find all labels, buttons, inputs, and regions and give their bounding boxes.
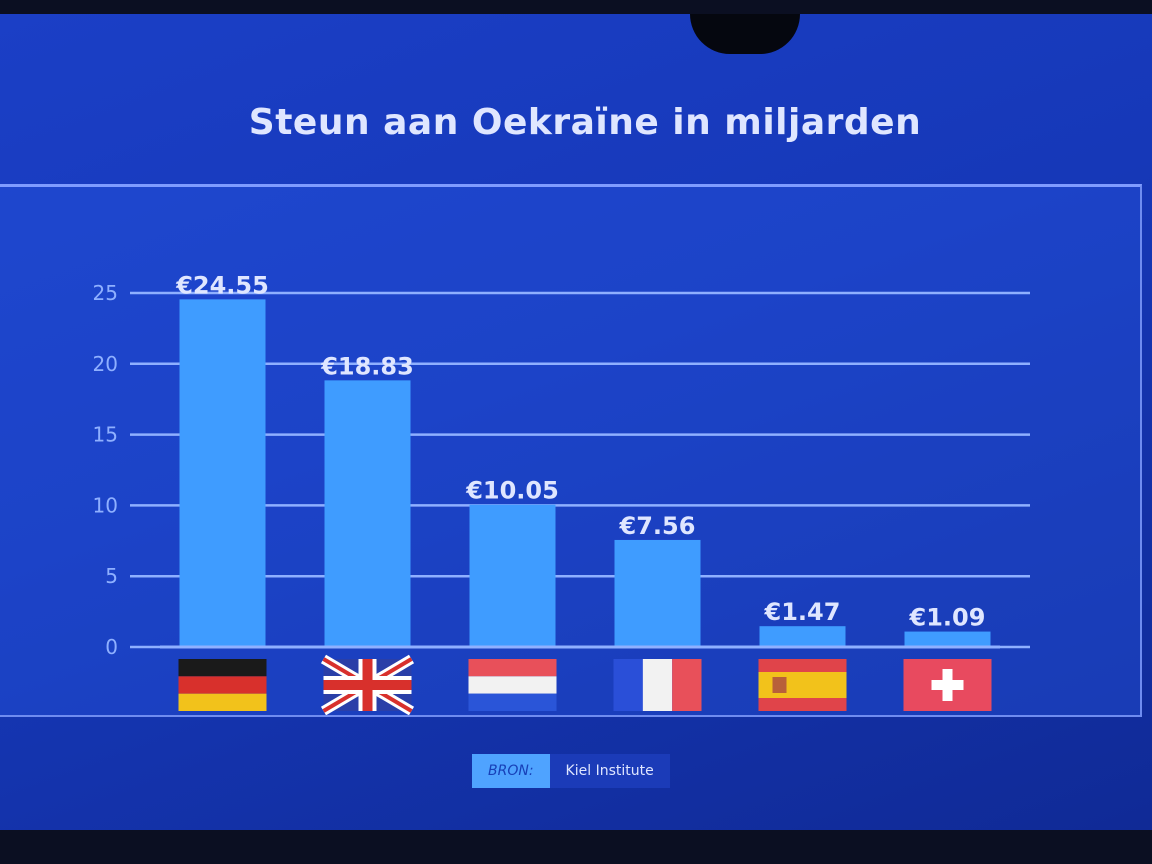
data-label: €18.83 [320, 352, 414, 380]
source-box: BRON: Kiel Institute [472, 754, 670, 788]
germany-flag [178, 659, 267, 711]
y-tick-label: 15 [93, 423, 118, 447]
y-tick-label: 25 [93, 281, 118, 305]
bar [179, 299, 266, 647]
bar [324, 380, 411, 647]
spain-flag [758, 659, 847, 711]
y-tick-label: 5 [105, 564, 118, 588]
chart-title: Steun aan Oekraïne in miljarden [248, 102, 922, 143]
source-value: Kiel Institute [549, 754, 670, 788]
data-label: €1.47 [764, 598, 841, 626]
y-tick-label: 10 [93, 493, 118, 517]
bar [904, 631, 991, 647]
chart-panel: 0 5 10 15 20 25 €24.55 €18.83 €10.05 €7.56 €1.47 €1… [0, 184, 1142, 717]
uk-flag [320, 654, 415, 715]
bar [469, 504, 556, 647]
data-label: €7.56 [619, 512, 696, 540]
source-label: BRON: [472, 754, 550, 788]
y-tick-label: 20 [93, 352, 118, 376]
netherlands-flag [468, 659, 557, 711]
data-label: €24.55 [175, 271, 269, 299]
france-flag [613, 659, 702, 711]
tv-screen: Steun aan Oekraïne in miljarden 0 5 10 15 20… [0, 14, 1152, 830]
y-tick-label: 0 [105, 635, 118, 659]
bar [614, 539, 701, 647]
switzerland-flag [903, 659, 992, 711]
data-label: €1.09 [909, 604, 986, 632]
screen-notch [690, 14, 800, 54]
bar [759, 626, 846, 647]
data-label: €10.05 [465, 477, 559, 505]
bar-chart: 0 5 10 15 20 25 €24.55 €18.83 €10.05 €7.56 €1.47 €1… [93, 271, 1030, 715]
